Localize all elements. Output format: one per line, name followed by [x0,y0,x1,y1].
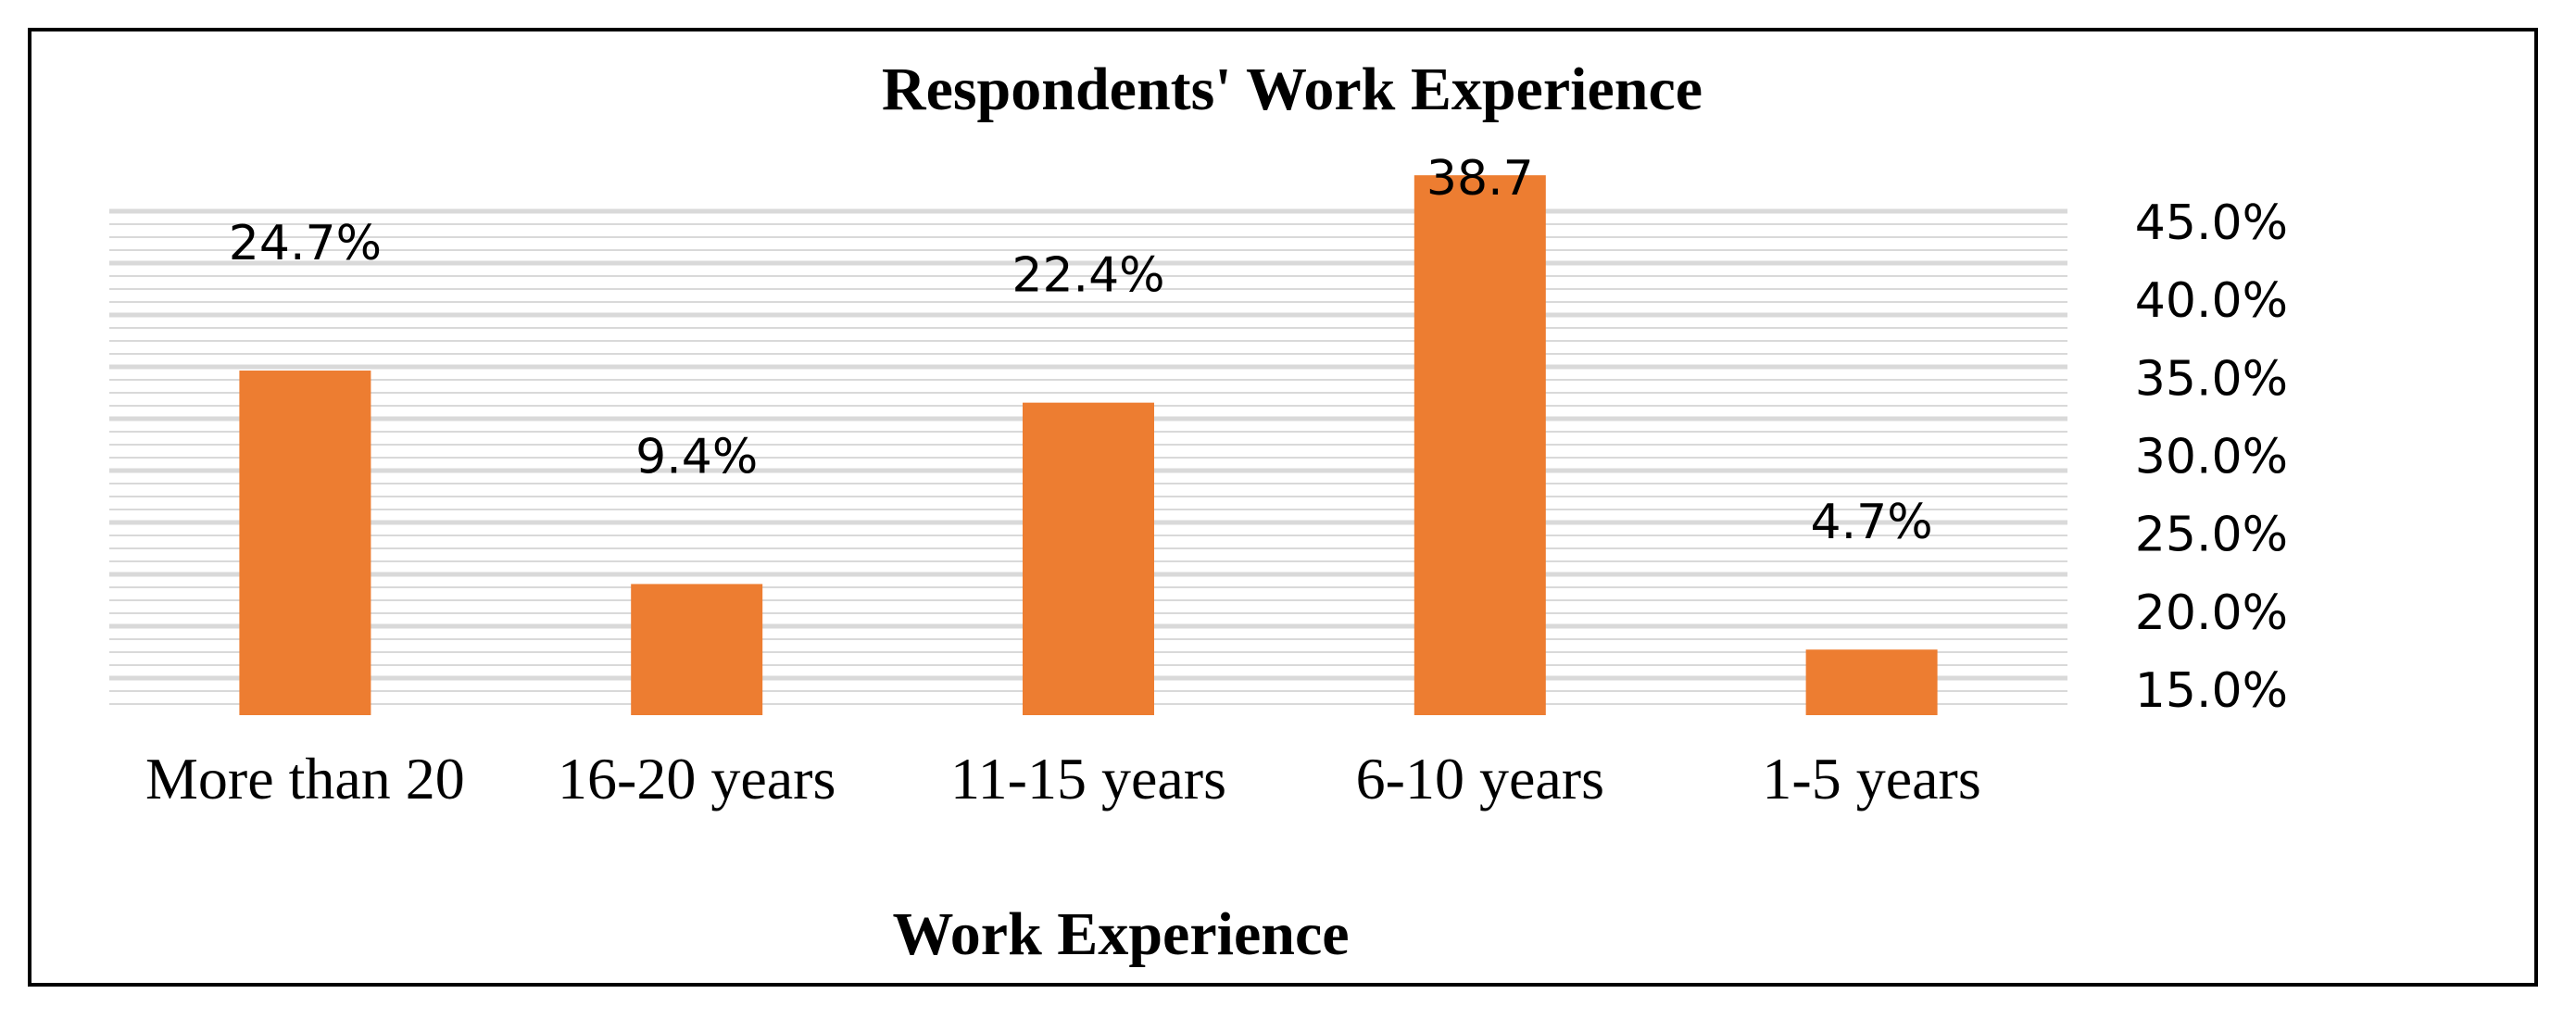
y-tick-label: 40.0% [2135,273,2288,329]
y-tick-label: 30.0% [2135,430,2288,485]
data-labels: 24.7% 9.4% 22.4% 38.7 4.7% [229,151,1933,550]
y-tick-label: 45.0% [2135,195,2288,251]
y-tick-label: 20.0% [2135,585,2288,641]
bar [239,371,371,715]
y-axis-ticks: 45.0% 40.0% 35.0% 30.0% 25.0% 20.0% 15.0% [2135,195,2288,719]
chart-title: Respondents' Work Experience [882,56,1703,123]
data-label: 4.7% [1811,495,1933,550]
data-label: 9.4% [635,429,758,484]
bar [1805,649,1938,715]
data-label: 22.4% [1012,248,1164,304]
x-tick-label: 11-15 years [950,746,1226,811]
bar [1414,175,1546,716]
x-axis-title: Work Experience [892,900,1349,968]
data-label: 24.7% [229,216,382,271]
x-tick-label: 16-20 years [558,746,836,811]
y-tick-label: 25.0% [2135,508,2288,563]
bar [1023,402,1154,715]
y-tick-label: 15.0% [2135,663,2288,719]
x-axis-categories: More than 20 16-20 years 11-15 years 6-10 y… [145,746,1981,811]
bars [239,175,1938,716]
y-tick-label: 35.0% [2135,351,2288,407]
x-tick-label: 6-10 years [1356,746,1604,811]
x-tick-label: 1-5 years [1762,746,1980,811]
chart-frame [28,28,2538,987]
x-tick-label: More than 20 [145,746,465,811]
data-label: 38.7 [1426,151,1534,207]
bar [631,584,763,715]
